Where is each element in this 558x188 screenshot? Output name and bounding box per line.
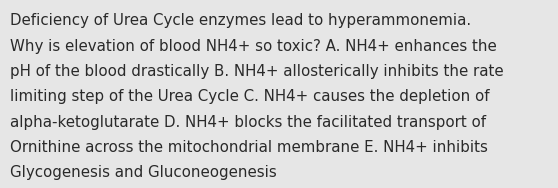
Text: Glycogenesis and Gluconeogenesis: Glycogenesis and Gluconeogenesis: [10, 165, 277, 180]
Text: alpha-ketoglutarate D. NH4+ blocks the facilitated transport of: alpha-ketoglutarate D. NH4+ blocks the f…: [10, 115, 486, 130]
Text: pH of the blood drastically B. NH4+ allosterically inhibits the rate: pH of the blood drastically B. NH4+ allo…: [10, 64, 504, 79]
Text: Deficiency of Urea Cycle enzymes lead to hyperammonemia.: Deficiency of Urea Cycle enzymes lead to…: [10, 13, 471, 28]
Text: Ornithine across the mitochondrial membrane E. NH4+ inhibits: Ornithine across the mitochondrial membr…: [10, 140, 488, 155]
Text: limiting step of the Urea Cycle C. NH4+ causes the depletion of: limiting step of the Urea Cycle C. NH4+ …: [10, 89, 490, 104]
Text: Why is elevation of blood NH4+ so toxic? A. NH4+ enhances the: Why is elevation of blood NH4+ so toxic?…: [10, 39, 497, 54]
